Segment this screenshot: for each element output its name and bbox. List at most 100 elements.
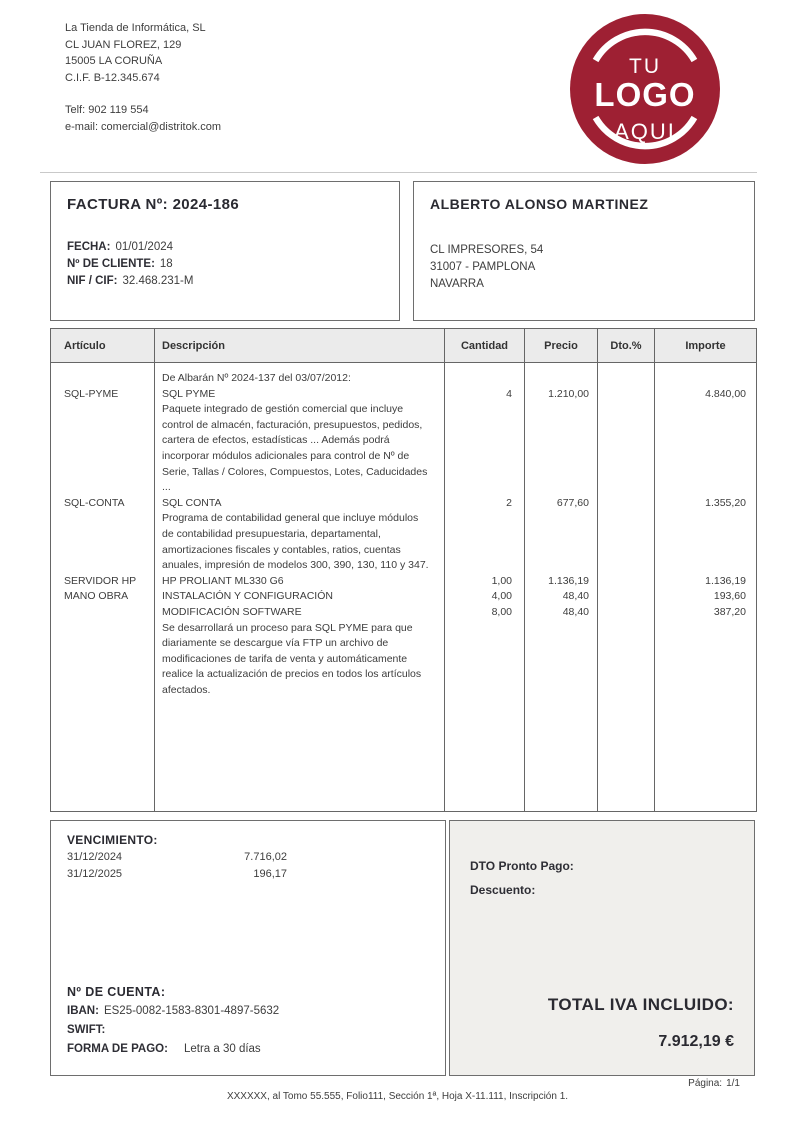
due-title: VENCIMIENTO: (67, 833, 158, 847)
cell-amount (654, 371, 756, 387)
logo-top-arc (592, 28, 698, 63)
payment-method-label: FORMA DE PAGO: (67, 1043, 168, 1055)
company-address: La Tienda de Informática, SL CL JUAN FLOR… (65, 20, 221, 86)
cell-discount-pct (597, 589, 654, 605)
company-address-line: CL JUAN FLOREZ, 129 (65, 38, 182, 51)
cell-description: control de almacén, facturación, presupu… (154, 417, 444, 434)
table-row: afectados. (51, 682, 756, 699)
invoice-title-label: FACTURA Nº: (67, 196, 168, 213)
cell-discount-pct (597, 448, 654, 465)
table-body: De Albarán Nº 2024-137 del 03/07/2012: S… (51, 363, 756, 811)
cell-discount-pct (597, 433, 654, 449)
invoice-field-label: NIF / CIF: (67, 275, 118, 287)
cell-price: 48,40 (524, 589, 597, 605)
cell-amount (654, 448, 756, 465)
due-date: 31/12/2025 (67, 867, 123, 880)
logo-circle (570, 14, 720, 164)
cell-price (524, 526, 597, 543)
cell-amount (654, 417, 756, 434)
invoice-header-box: FACTURA Nº: 2024-186 FECHA: 01/01/2024 Nº… (50, 181, 400, 321)
table-row: amortizaciones fiscales y contables, rat… (51, 542, 756, 559)
due-date: 31/12/2024 (67, 851, 123, 863)
table-row: De Albarán Nº 2024-137 del 03/07/2012: (51, 371, 756, 387)
company-info: La Tienda de Informática, SL CL JUAN FLOR… (65, 20, 221, 135)
cell-discount-pct (597, 620, 654, 637)
table-row: Serie, Tallas / Colores, Compuestos, Lot… (51, 464, 756, 481)
account-title: Nº DE CUENTA: (67, 985, 166, 999)
cell-amount: 387,20 (654, 604, 756, 621)
invoice-field-row: Nº DE CLIENTE: 18 (67, 256, 383, 273)
table-row: anuales, impresión de modelos 300, 390, … (51, 558, 756, 574)
cell-price (524, 636, 597, 652)
iban-row: IBAN: ES25-0082-1583-8301-4897-5632 (67, 1002, 429, 1021)
cell-description: incorporar módulos adicionales para cont… (154, 448, 444, 465)
cell-price (524, 402, 597, 418)
cell-article-code (51, 558, 154, 574)
cell-article-code (51, 371, 154, 387)
totals-box: DTO Pronto Pago: Descuento: TOTAL IVA IN… (449, 820, 755, 1076)
cell-description: realice la actualización de precios en t… (154, 667, 444, 683)
table-row: Programa de contabilidad general que inc… (51, 511, 756, 527)
invoice-field-row: NIF / CIF: 32.468.231-M (67, 273, 383, 290)
due-amount: 196,17 (253, 867, 287, 880)
cell-quantity (444, 651, 524, 668)
table-row: MANO OBRA INSTALACIÓN Y CONFIGURACIÓN 4,… (51, 589, 756, 605)
iban-label: IBAN: (67, 1005, 99, 1017)
col-header-articulo: Artículo (64, 339, 106, 352)
cell-quantity (444, 464, 524, 481)
cell-amount (654, 667, 756, 683)
cell-amount (654, 464, 756, 481)
invoice-field-value: 18 (159, 258, 173, 270)
swift-row: SWIFT: (67, 1021, 429, 1040)
table-header-row: Artículo Descripción Cantidad Precio Dto… (51, 329, 756, 363)
page-indicator: Página: 1/1 (688, 1078, 740, 1089)
client-address-line: NAVARRA (430, 278, 484, 290)
cell-description: SQL PYME (154, 386, 444, 403)
invoice-title: FACTURA Nº: 2024-186 (67, 196, 383, 213)
cell-quantity (444, 620, 524, 637)
cell-price (524, 558, 597, 574)
due-amount: 7.716,02 (244, 851, 287, 863)
invoice-fields: FECHA: 01/01/2024 Nº DE CLIENTE: 18 NIF / … (67, 239, 383, 290)
cell-description: Paquete integrado de gestión comercial q… (154, 402, 444, 418)
table-row: realice la actualización de precios en t… (51, 667, 756, 683)
cell-price (524, 667, 597, 683)
client-address-line: 31007 - PAMPLONA (430, 261, 536, 273)
cell-discount-pct (597, 386, 654, 403)
cell-article-code (51, 433, 154, 449)
cell-discount-pct (597, 511, 654, 527)
cell-discount-pct (597, 682, 654, 699)
spacer (470, 897, 734, 995)
line-items-table: Artículo Descripción Cantidad Precio Dto… (50, 328, 757, 812)
invoice-field-label: FECHA: (67, 241, 111, 253)
table-row: Paquete integrado de gestión comercial q… (51, 402, 756, 418)
cell-article-code (51, 511, 154, 527)
cell-price (524, 448, 597, 465)
invoice-field-value: 32.468.231-M (122, 275, 194, 287)
cell-article-code (51, 652, 154, 668)
cell-description: De Albarán Nº 2024-137 del 03/07/2012: (154, 371, 444, 387)
cell-article-code: SQL-CONTA (64, 496, 125, 509)
cell-discount-pct (597, 526, 654, 543)
cell-article-code: SQL-PYME (64, 387, 119, 400)
client-address-line: CL IMPRESORES, 54 (430, 244, 544, 256)
cell-quantity (444, 480, 524, 496)
company-address-line: La Tienda de Informática, SL (65, 22, 206, 34)
table-row: SERVIDOR HP HP PROLIANT ML330 G6 1,00 1.… (51, 573, 756, 590)
client-address: CL IMPRESORES, 54 31007 - PAMPLONA NAVARRA (430, 242, 738, 293)
cell-amount: 1.136,19 (654, 573, 756, 590)
col-header-descripcion: Descripción (154, 329, 444, 362)
cell-discount-pct (597, 667, 654, 683)
cell-description: afectados. (154, 682, 444, 699)
cell-quantity: 4,00 (444, 589, 524, 605)
logo-text-aqui: AQUI (614, 119, 676, 144)
due-row: 31/12/2025 196,17 (67, 866, 429, 883)
client-box: ALBERTO ALONSO MARTINEZ CL IMPRESORES, 5… (413, 181, 755, 321)
cell-price: 1.136,19 (524, 573, 597, 590)
cell-quantity (444, 402, 524, 418)
swift-label: SWIFT: (67, 1024, 106, 1036)
table-row: SQL-PYME SQL PYME 4 1.210,00 4.840,00 (51, 386, 756, 403)
cell-discount-pct (597, 558, 654, 574)
cell-discount-pct (597, 651, 654, 668)
